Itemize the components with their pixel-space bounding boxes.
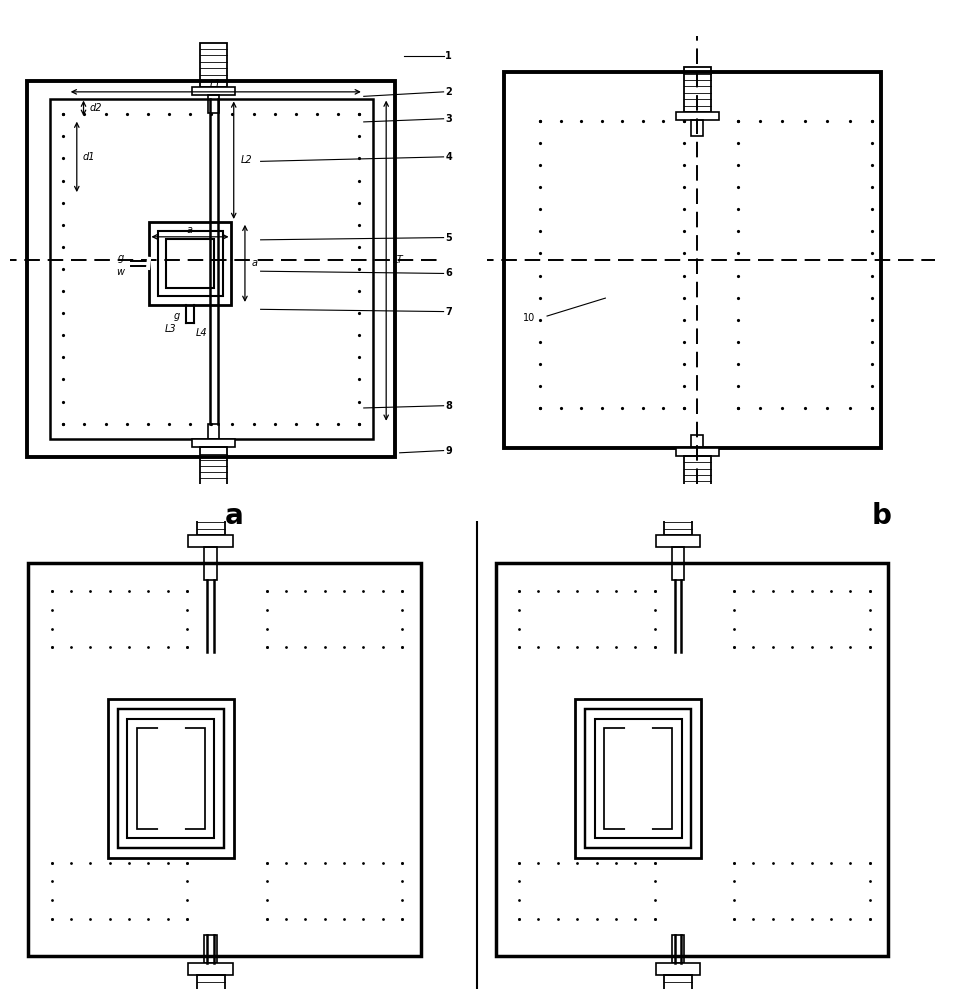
Bar xyxy=(496,563,887,956)
Bar xyxy=(671,547,683,580)
Text: 9: 9 xyxy=(445,446,452,456)
Bar xyxy=(200,43,227,87)
Bar xyxy=(196,975,224,1000)
Text: L1: L1 xyxy=(210,79,221,89)
Bar xyxy=(28,81,395,457)
Bar xyxy=(29,563,420,956)
Bar xyxy=(118,709,223,848)
Bar xyxy=(691,435,702,448)
Bar xyxy=(603,728,672,829)
Text: L3: L3 xyxy=(165,324,176,334)
Text: g: g xyxy=(173,311,180,321)
Bar xyxy=(683,456,710,499)
Text: a: a xyxy=(252,258,257,268)
Text: L2: L2 xyxy=(240,155,252,165)
Bar xyxy=(200,447,227,490)
Text: 5: 5 xyxy=(445,233,452,243)
Bar xyxy=(192,439,234,447)
Text: 1: 1 xyxy=(445,51,452,61)
Bar xyxy=(208,95,219,113)
Bar xyxy=(157,231,222,296)
Bar xyxy=(50,99,373,439)
Bar xyxy=(655,963,700,975)
Bar xyxy=(663,975,691,1000)
Text: a: a xyxy=(224,502,243,530)
Bar xyxy=(166,239,214,288)
Text: 3: 3 xyxy=(445,114,452,124)
Bar xyxy=(575,699,700,858)
Text: 4: 4 xyxy=(445,152,452,162)
Text: d2: d2 xyxy=(90,103,102,113)
Bar xyxy=(675,448,718,456)
Text: LT: LT xyxy=(393,255,403,265)
Bar xyxy=(663,489,691,535)
Text: 10: 10 xyxy=(522,313,535,323)
Text: w: w xyxy=(115,267,124,277)
Bar xyxy=(136,728,205,829)
Bar xyxy=(127,719,214,838)
Bar xyxy=(585,709,690,848)
Text: a: a xyxy=(187,225,193,235)
Text: 7: 7 xyxy=(445,307,452,317)
Text: g: g xyxy=(117,253,124,263)
Text: L4: L4 xyxy=(195,328,207,338)
Bar xyxy=(683,67,710,112)
Bar xyxy=(108,699,233,858)
Bar xyxy=(149,222,232,305)
Bar xyxy=(204,935,216,963)
Text: 2: 2 xyxy=(445,87,452,97)
Text: d1: d1 xyxy=(83,152,95,162)
Bar xyxy=(671,935,683,963)
Bar xyxy=(675,112,718,120)
Bar xyxy=(204,547,216,580)
Bar xyxy=(196,489,224,535)
Bar xyxy=(208,424,219,439)
Text: 6: 6 xyxy=(445,268,452,278)
Bar xyxy=(504,72,881,448)
Bar xyxy=(188,963,233,975)
Text: b: b xyxy=(870,502,890,530)
Text: 8: 8 xyxy=(445,401,452,411)
Bar xyxy=(192,87,234,95)
Bar xyxy=(655,535,700,547)
Bar xyxy=(594,719,681,838)
Bar xyxy=(691,120,702,136)
Bar xyxy=(188,535,233,547)
